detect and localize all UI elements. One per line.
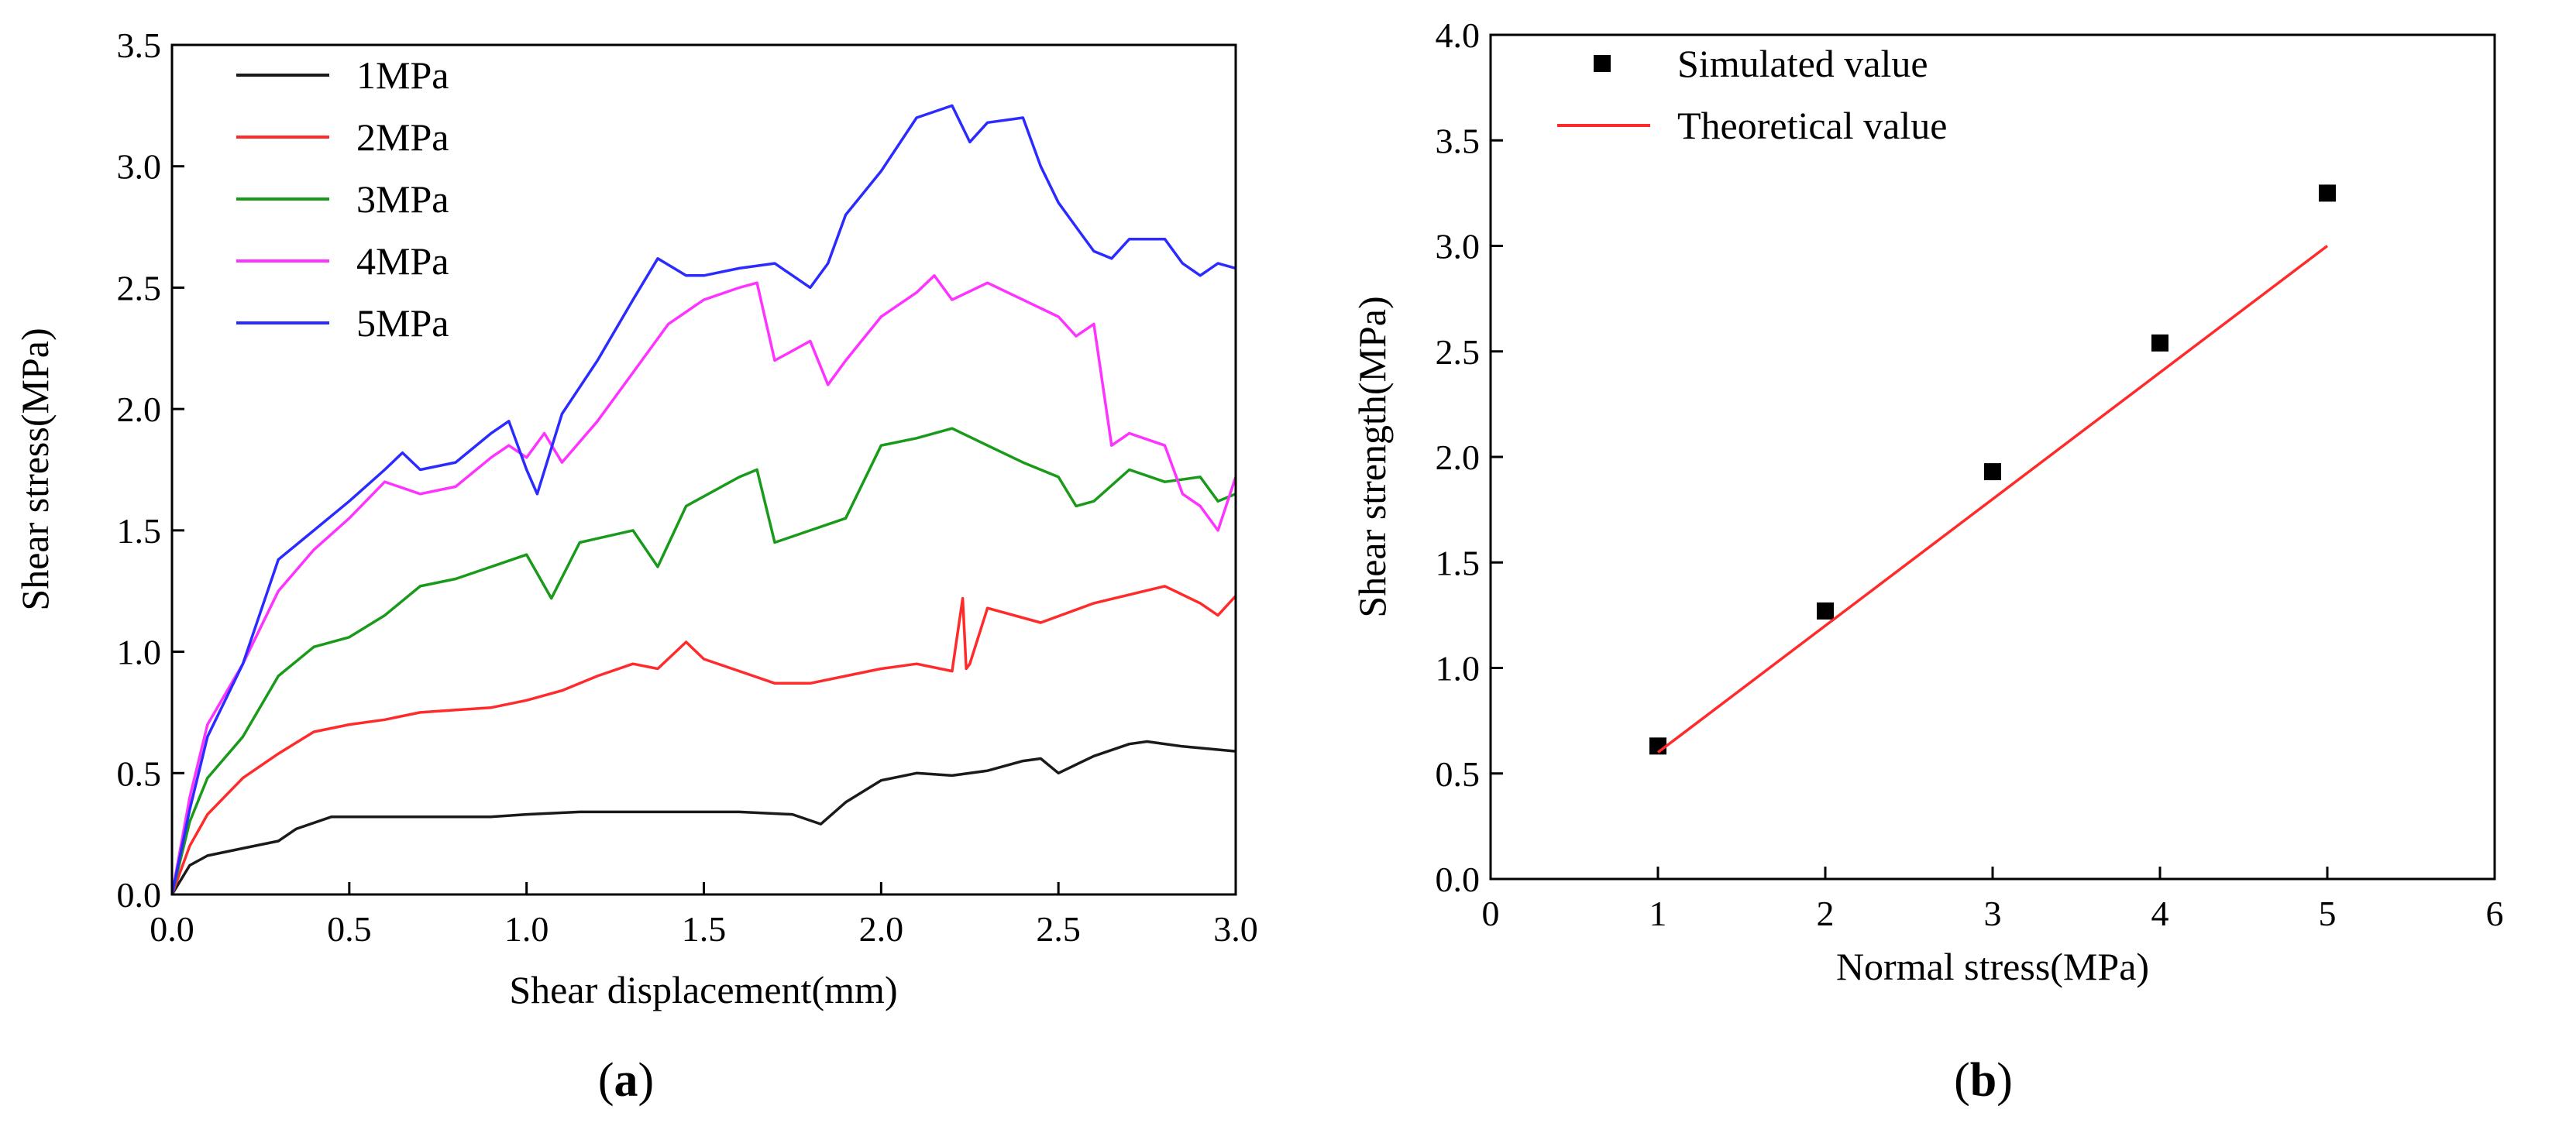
- y-tick-label: 1.0: [1436, 649, 1481, 688]
- series-line-1mpa: [170, 740, 1236, 895]
- legend-label-theoretical-value: Theoretical value: [1677, 104, 1947, 147]
- y-tick-label: 0.0: [117, 875, 162, 915]
- panel-b-plot-frame: [1489, 33, 2496, 881]
- y-tick-label: 2.5: [117, 268, 162, 307]
- x-tick-label: 6: [2486, 894, 2504, 933]
- panel-a-y-axis-title: Shear stress(MPa): [13, 328, 57, 610]
- panel-a-letter: a: [614, 1054, 638, 1107]
- y-tick-label: 3.5: [1436, 121, 1481, 160]
- x-tick-label: 0: [1482, 894, 1500, 933]
- legend-label-4mpa: 4MPa: [356, 239, 449, 283]
- panel-a-label: (a): [598, 1054, 654, 1107]
- legend-label-3mpa: 3MPa: [356, 177, 449, 221]
- x-tick-label: 4: [2151, 894, 2169, 933]
- y-tick-label: 4.0: [1436, 15, 1481, 55]
- y-tick-label: 1.5: [1436, 543, 1481, 582]
- scatter-point-simulated-value-4: [2151, 334, 2168, 352]
- scatter-point-simulated-value-5: [2319, 184, 2336, 202]
- legend-label-1mpa: 1MPa: [356, 53, 449, 97]
- y-tick-label: 3.5: [117, 26, 162, 65]
- x-tick-label: 2: [1817, 894, 1835, 933]
- y-tick-label: 2.0: [1436, 438, 1481, 477]
- scatter-point-simulated-value-3: [1984, 463, 2001, 481]
- x-tick-label: 2.0: [859, 909, 904, 949]
- x-tick-label: 1.0: [504, 909, 549, 949]
- panel-a-shear-stress-chart: 0.0 0.5 1.0 1.5 2.0 2.5 3.0 0.0 0.5 1.0 1.5 2.0 2.5 3…: [13, 26, 1258, 1107]
- panel-b-legend: Simulated value Theoretical value: [1557, 42, 1947, 147]
- y-tick-label: 1.5: [117, 511, 162, 551]
- panel-a-series-group: [170, 104, 1237, 895]
- y-tick-label: 0.5: [117, 754, 162, 793]
- x-tick-label: 5: [2319, 894, 2337, 933]
- legend-label-5mpa: 5MPa: [356, 301, 449, 345]
- panel-b-label: (b): [1954, 1054, 2013, 1107]
- y-tick-label: 0.0: [1436, 860, 1481, 899]
- series-line-2mpa: [170, 585, 1237, 895]
- legend-label-2mpa: 2MPa: [356, 115, 449, 159]
- x-tick-label: 1.5: [682, 909, 727, 949]
- y-tick-label: 2.5: [1436, 332, 1481, 372]
- panel-b-y-axis-title: Shear strength(MPa): [1350, 296, 1394, 617]
- panel-b-series-group: [1649, 184, 2336, 755]
- y-tick-label: 1.0: [117, 633, 162, 672]
- legend-label-simulated-value: Simulated value: [1677, 42, 1928, 85]
- legend-marker-simulated-value: [1594, 55, 1611, 72]
- y-tick-label: 3.0: [1436, 227, 1481, 266]
- x-tick-label: 0.0: [150, 909, 194, 949]
- panel-a-x-axis-title: Shear displacement(mm): [509, 968, 897, 1011]
- series-line-theoretical-value: [1656, 245, 2329, 754]
- panel-a-ticks: 0.0 0.5 1.0 1.5 2.0 2.5 3.0 0.0 0.5 1.0 1.5 2.0 2.5 3…: [117, 26, 1258, 949]
- series-line-3mpa: [170, 427, 1236, 895]
- scatter-point-simulated-value-2: [1817, 602, 1834, 620]
- series-line-4mpa: [170, 274, 1237, 895]
- panel-b-x-axis-title: Normal stress(MPa): [1836, 945, 2149, 988]
- panel-a-legend: 1MPa 2MPa 3MPa 4MPa 5MPa: [236, 53, 449, 345]
- x-tick-label: 3: [1984, 894, 2002, 933]
- panel-a-plot-frame: [170, 43, 1237, 896]
- panel-b-shear-strength-chart: 0 1 2 3 4 5 6 0.0 0.5 1.0 1.5 2.0 2.5 3.0 3.5 4.0 Norma…: [1350, 15, 2504, 1107]
- panel-b-letter: b: [1970, 1054, 1996, 1107]
- x-tick-label: 3.0: [1213, 909, 1258, 949]
- x-tick-label: 0.5: [327, 909, 372, 949]
- y-tick-label: 3.0: [117, 147, 162, 187]
- series-line-5mpa: [170, 104, 1236, 895]
- x-tick-label: 2.5: [1036, 909, 1081, 949]
- y-tick-label: 2.0: [117, 390, 162, 429]
- y-tick-label: 0.5: [1436, 754, 1481, 794]
- x-tick-label: 1: [1649, 894, 1667, 933]
- panel-b-ticks: 0 1 2 3 4 5 6 0.0 0.5 1.0 1.5 2.0 2.5 3.0 3.5 4.0: [1436, 15, 2504, 933]
